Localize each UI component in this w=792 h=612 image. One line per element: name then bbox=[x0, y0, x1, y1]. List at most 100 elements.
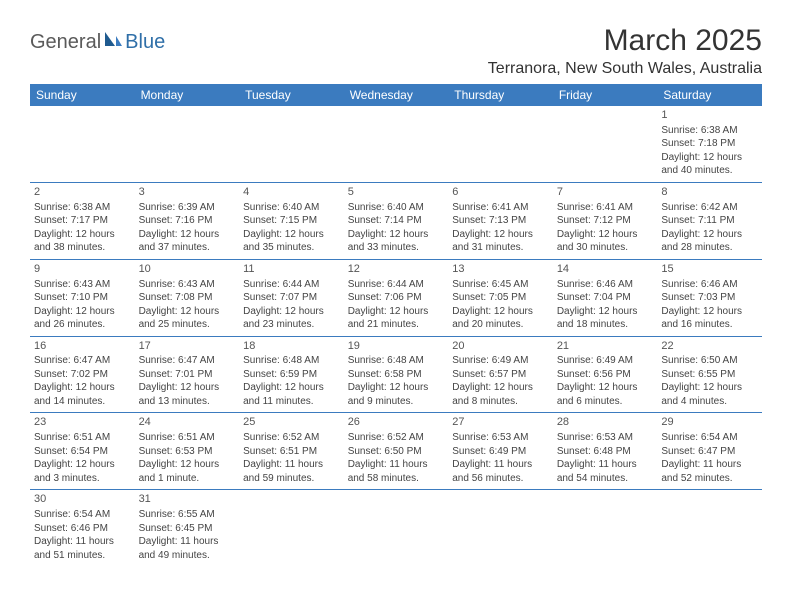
day-number: 20 bbox=[452, 339, 549, 354]
calendar-day-cell: 30Sunrise: 6:54 AMSunset: 6:46 PMDayligh… bbox=[30, 490, 135, 566]
daylight1-label: Daylight: 12 hours bbox=[34, 381, 131, 395]
sunset-label: Sunset: 7:17 PM bbox=[34, 214, 131, 228]
sunset-label: Sunset: 7:06 PM bbox=[348, 291, 445, 305]
location-label: Terranora, New South Wales, Australia bbox=[488, 60, 762, 78]
calendar-day-cell: 5Sunrise: 6:40 AMSunset: 7:14 PMDaylight… bbox=[344, 182, 449, 259]
calendar-day-cell: 4Sunrise: 6:40 AMSunset: 7:15 PMDaylight… bbox=[239, 182, 344, 259]
daylight1-label: Daylight: 12 hours bbox=[557, 305, 654, 319]
daylight1-label: Daylight: 12 hours bbox=[452, 381, 549, 395]
calendar-day-cell: 6Sunrise: 6:41 AMSunset: 7:13 PMDaylight… bbox=[448, 182, 553, 259]
daylight2-label: and 11 minutes. bbox=[243, 395, 340, 409]
sunrise-label: Sunrise: 6:49 AM bbox=[452, 354, 549, 368]
weekday-header-row: SundayMondayTuesdayWednesdayThursdayFrid… bbox=[30, 84, 762, 106]
daylight1-label: Daylight: 12 hours bbox=[34, 305, 131, 319]
daylight2-label: and 26 minutes. bbox=[34, 318, 131, 332]
calendar-day-cell: 16Sunrise: 6:47 AMSunset: 7:02 PMDayligh… bbox=[30, 336, 135, 413]
sunrise-label: Sunrise: 6:45 AM bbox=[452, 278, 549, 292]
day-number: 26 bbox=[348, 415, 445, 430]
page-header: General Blue March 2025 Terranora, New S… bbox=[30, 24, 762, 78]
calendar-day-cell: 19Sunrise: 6:48 AMSunset: 6:58 PMDayligh… bbox=[344, 336, 449, 413]
sunset-label: Sunset: 6:50 PM bbox=[348, 445, 445, 459]
daylight1-label: Daylight: 12 hours bbox=[557, 381, 654, 395]
daylight1-label: Daylight: 11 hours bbox=[557, 458, 654, 472]
calendar-day-cell: 24Sunrise: 6:51 AMSunset: 6:53 PMDayligh… bbox=[135, 413, 240, 490]
day-number: 9 bbox=[34, 262, 131, 277]
day-number: 1 bbox=[661, 108, 758, 123]
day-number: 19 bbox=[348, 339, 445, 354]
daylight2-label: and 16 minutes. bbox=[661, 318, 758, 332]
weekday-header: Thursday bbox=[448, 84, 553, 106]
calendar-day-cell bbox=[553, 490, 658, 566]
sunrise-label: Sunrise: 6:38 AM bbox=[34, 201, 131, 215]
sunrise-label: Sunrise: 6:46 AM bbox=[557, 278, 654, 292]
calendar-week-row: 1Sunrise: 6:38 AMSunset: 7:18 PMDaylight… bbox=[30, 106, 762, 182]
daylight1-label: Daylight: 12 hours bbox=[661, 151, 758, 165]
daylight2-label: and 49 minutes. bbox=[139, 549, 236, 563]
daylight1-label: Daylight: 12 hours bbox=[348, 305, 445, 319]
calendar-day-cell: 15Sunrise: 6:46 AMSunset: 7:03 PMDayligh… bbox=[657, 259, 762, 336]
calendar-day-cell bbox=[344, 106, 449, 182]
daylight2-label: and 40 minutes. bbox=[661, 164, 758, 178]
day-number: 29 bbox=[661, 415, 758, 430]
daylight2-label: and 31 minutes. bbox=[452, 241, 549, 255]
sunset-label: Sunset: 7:08 PM bbox=[139, 291, 236, 305]
daylight1-label: Daylight: 12 hours bbox=[34, 458, 131, 472]
daylight2-label: and 9 minutes. bbox=[348, 395, 445, 409]
daylight2-label: and 18 minutes. bbox=[557, 318, 654, 332]
calendar-week-row: 2Sunrise: 6:38 AMSunset: 7:17 PMDaylight… bbox=[30, 182, 762, 259]
sunset-label: Sunset: 7:13 PM bbox=[452, 214, 549, 228]
calendar-day-cell: 22Sunrise: 6:50 AMSunset: 6:55 PMDayligh… bbox=[657, 336, 762, 413]
sunset-label: Sunset: 6:57 PM bbox=[452, 368, 549, 382]
calendar-table: SundayMondayTuesdayWednesdayThursdayFrid… bbox=[30, 84, 762, 566]
calendar-day-cell: 9Sunrise: 6:43 AMSunset: 7:10 PMDaylight… bbox=[30, 259, 135, 336]
daylight1-label: Daylight: 12 hours bbox=[139, 458, 236, 472]
calendar-day-cell: 29Sunrise: 6:54 AMSunset: 6:47 PMDayligh… bbox=[657, 413, 762, 490]
sunset-label: Sunset: 6:59 PM bbox=[243, 368, 340, 382]
daylight1-label: Daylight: 11 hours bbox=[34, 535, 131, 549]
calendar-week-row: 23Sunrise: 6:51 AMSunset: 6:54 PMDayligh… bbox=[30, 413, 762, 490]
sunrise-label: Sunrise: 6:51 AM bbox=[34, 431, 131, 445]
weekday-header: Sunday bbox=[30, 84, 135, 106]
calendar-day-cell: 12Sunrise: 6:44 AMSunset: 7:06 PMDayligh… bbox=[344, 259, 449, 336]
sunset-label: Sunset: 6:46 PM bbox=[34, 522, 131, 536]
daylight2-label: and 54 minutes. bbox=[557, 472, 654, 486]
calendar-week-row: 9Sunrise: 6:43 AMSunset: 7:10 PMDaylight… bbox=[30, 259, 762, 336]
daylight2-label: and 51 minutes. bbox=[34, 549, 131, 563]
daylight2-label: and 33 minutes. bbox=[348, 241, 445, 255]
day-number: 25 bbox=[243, 415, 340, 430]
daylight2-label: and 14 minutes. bbox=[34, 395, 131, 409]
sunrise-label: Sunrise: 6:51 AM bbox=[139, 431, 236, 445]
calendar-day-cell: 13Sunrise: 6:45 AMSunset: 7:05 PMDayligh… bbox=[448, 259, 553, 336]
calendar-week-row: 16Sunrise: 6:47 AMSunset: 7:02 PMDayligh… bbox=[30, 336, 762, 413]
daylight2-label: and 52 minutes. bbox=[661, 472, 758, 486]
calendar-day-cell: 31Sunrise: 6:55 AMSunset: 6:45 PMDayligh… bbox=[135, 490, 240, 566]
day-number: 16 bbox=[34, 339, 131, 354]
calendar-day-cell bbox=[657, 490, 762, 566]
sunrise-label: Sunrise: 6:47 AM bbox=[34, 354, 131, 368]
sunset-label: Sunset: 7:07 PM bbox=[243, 291, 340, 305]
sunrise-label: Sunrise: 6:43 AM bbox=[34, 278, 131, 292]
sunrise-label: Sunrise: 6:52 AM bbox=[348, 431, 445, 445]
sunrise-label: Sunrise: 6:48 AM bbox=[348, 354, 445, 368]
calendar-day-cell: 2Sunrise: 6:38 AMSunset: 7:17 PMDaylight… bbox=[30, 182, 135, 259]
day-number: 2 bbox=[34, 185, 131, 200]
day-number: 7 bbox=[557, 185, 654, 200]
calendar-day-cell: 17Sunrise: 6:47 AMSunset: 7:01 PMDayligh… bbox=[135, 336, 240, 413]
daylight2-label: and 35 minutes. bbox=[243, 241, 340, 255]
daylight2-label: and 6 minutes. bbox=[557, 395, 654, 409]
calendar-day-cell bbox=[448, 490, 553, 566]
calendar-day-cell: 3Sunrise: 6:39 AMSunset: 7:16 PMDaylight… bbox=[135, 182, 240, 259]
day-number: 6 bbox=[452, 185, 549, 200]
daylight2-label: and 23 minutes. bbox=[243, 318, 340, 332]
daylight2-label: and 4 minutes. bbox=[661, 395, 758, 409]
sunrise-label: Sunrise: 6:41 AM bbox=[557, 201, 654, 215]
daylight2-label: and 58 minutes. bbox=[348, 472, 445, 486]
calendar-day-cell: 26Sunrise: 6:52 AMSunset: 6:50 PMDayligh… bbox=[344, 413, 449, 490]
day-number: 5 bbox=[348, 185, 445, 200]
calendar-day-cell: 7Sunrise: 6:41 AMSunset: 7:12 PMDaylight… bbox=[553, 182, 658, 259]
sunrise-label: Sunrise: 6:55 AM bbox=[139, 508, 236, 522]
sunrise-label: Sunrise: 6:53 AM bbox=[557, 431, 654, 445]
calendar-day-cell bbox=[239, 490, 344, 566]
day-number: 12 bbox=[348, 262, 445, 277]
calendar-day-cell: 27Sunrise: 6:53 AMSunset: 6:49 PMDayligh… bbox=[448, 413, 553, 490]
